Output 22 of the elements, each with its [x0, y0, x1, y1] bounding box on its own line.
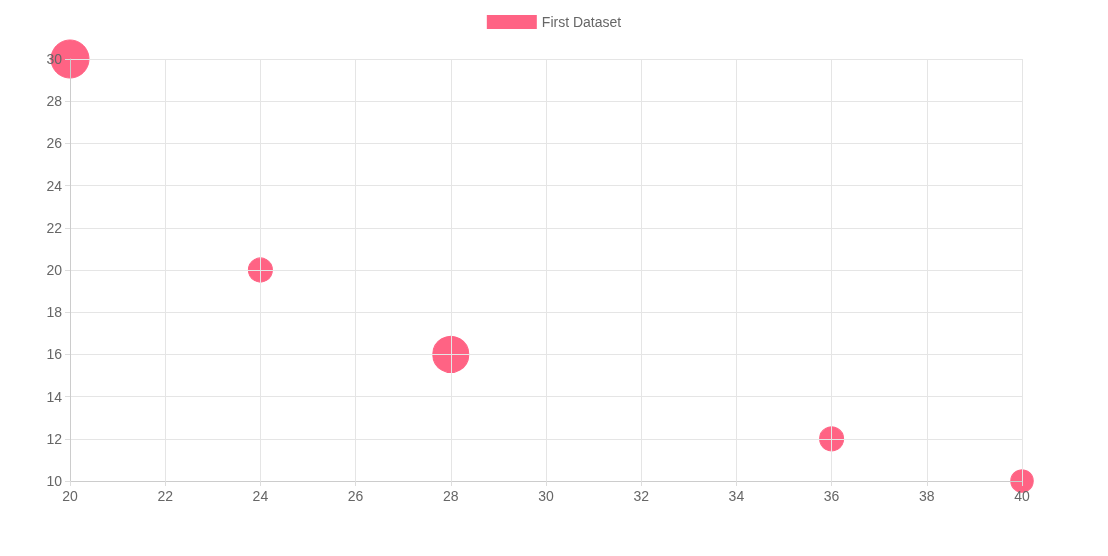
- x-tick-label: 36: [823, 488, 840, 504]
- x-tick-label: 34: [728, 488, 745, 504]
- y-tick-label: 12: [46, 430, 63, 447]
- x-tick-label: 30: [538, 488, 554, 504]
- y-tick-label: 20: [46, 262, 63, 278]
- x-tick-label: 38: [919, 488, 935, 504]
- legend-label: First Dataset: [541, 14, 622, 30]
- y-tick-label: 22: [46, 219, 63, 236]
- x-tick-label: 24: [252, 488, 269, 504]
- x-tick-label: 28: [443, 488, 459, 504]
- y-tick-label: 16: [46, 346, 63, 363]
- y-tick-label: 26: [46, 135, 63, 152]
- y-tick-label: 14: [46, 388, 63, 405]
- x-tick-label: 20: [62, 488, 78, 504]
- y-tick-label: 28: [46, 93, 63, 110]
- x-tick-label: 26: [347, 488, 364, 504]
- y-tick-label: 18: [46, 304, 63, 321]
- x-tick-label: 32: [633, 488, 650, 504]
- y-tick-label: 10: [46, 473, 63, 489]
- y-tick-label: 24: [46, 177, 63, 194]
- x-tick-label: 40: [1014, 488, 1030, 504]
- x-tick-label: 22: [157, 488, 174, 504]
